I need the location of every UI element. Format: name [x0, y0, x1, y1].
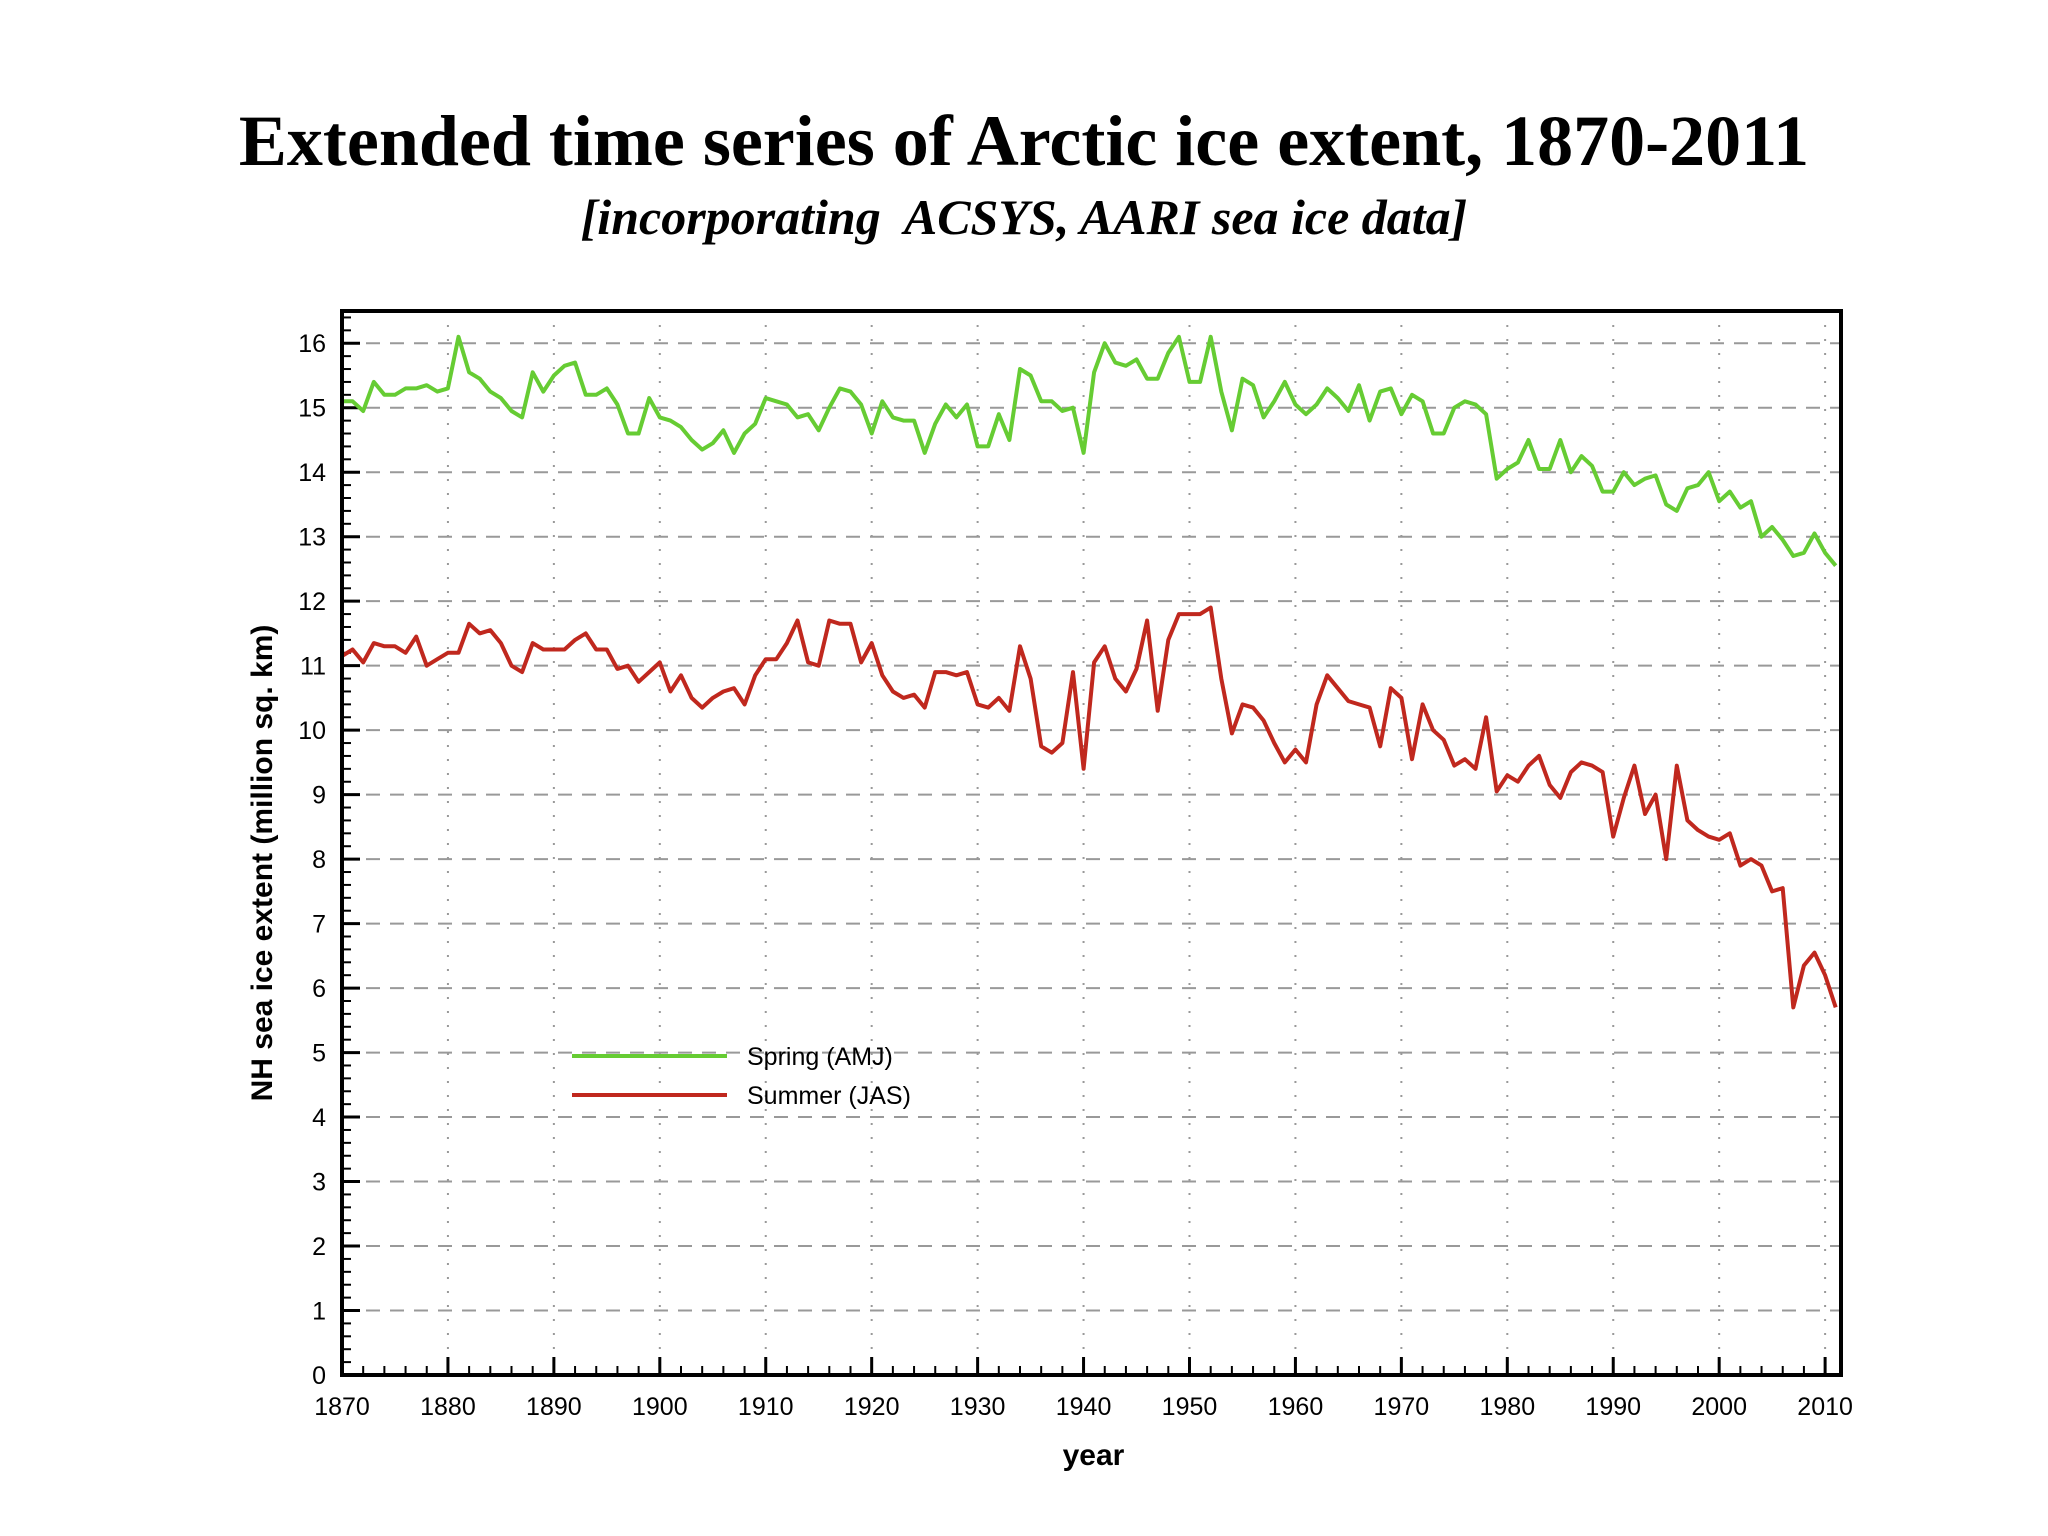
y-tick-label: 3: [312, 1169, 326, 1197]
chart-title: Extended time series of Arctic ice exten…: [238, 101, 1810, 181]
x-tick-label: 1990: [1585, 1393, 1641, 1421]
y-tick-label: 12: [298, 588, 326, 616]
y-tick-label: 1: [312, 1298, 326, 1326]
x-tick-label: 1960: [1268, 1393, 1324, 1421]
x-axis-label: year: [1063, 1439, 1125, 1472]
x-tick-label: 1950: [1162, 1393, 1218, 1421]
y-tick-label: 13: [298, 524, 326, 552]
y-tick-label: 2: [312, 1233, 326, 1261]
y-tick-label: 16: [298, 330, 326, 358]
y-tick-label: 10: [298, 717, 326, 745]
x-tick-label: 1970: [1374, 1393, 1430, 1421]
y-tick-label: 4: [312, 1104, 326, 1132]
y-tick-label: 6: [312, 975, 326, 1003]
y-tick-label: 15: [298, 395, 326, 423]
x-tick-label: 1980: [1479, 1393, 1535, 1421]
x-tick-label: 1910: [738, 1393, 794, 1421]
legend-label: Spring (AMJ): [747, 1043, 893, 1071]
x-tick-label: 2010: [1797, 1393, 1853, 1421]
x-tick-label: 1890: [526, 1393, 582, 1421]
y-tick-label: 14: [298, 459, 326, 487]
x-tick-label: 1870: [314, 1393, 370, 1421]
y-axis-label: NH sea ice extent (million sq. km): [246, 625, 279, 1102]
chart-subtitle: [incorporating ACSYS, AARI sea ice data]: [580, 189, 1468, 245]
series-line-summer: [340, 605, 1838, 1010]
x-tick-label: 1940: [1056, 1393, 1112, 1421]
y-tick-label: 8: [312, 846, 326, 874]
y-tick-label: 5: [312, 1040, 326, 1068]
x-tick-label: 1900: [632, 1393, 688, 1421]
y-tick-label: 9: [312, 782, 326, 810]
series-line-spring: [342, 334, 1838, 567]
x-tick-label: 1880: [420, 1393, 476, 1421]
legend-label: Summer (JAS): [747, 1082, 911, 1110]
y-tick-label: 7: [312, 911, 326, 939]
plot-frame: [340, 309, 1843, 1377]
x-tick-label: 2000: [1691, 1393, 1747, 1421]
x-tick-label: 1930: [950, 1393, 1006, 1421]
y-tick-label: 11: [300, 653, 326, 681]
x-tick-label: 1920: [844, 1393, 900, 1421]
y-tick-label: 0: [312, 1362, 326, 1390]
